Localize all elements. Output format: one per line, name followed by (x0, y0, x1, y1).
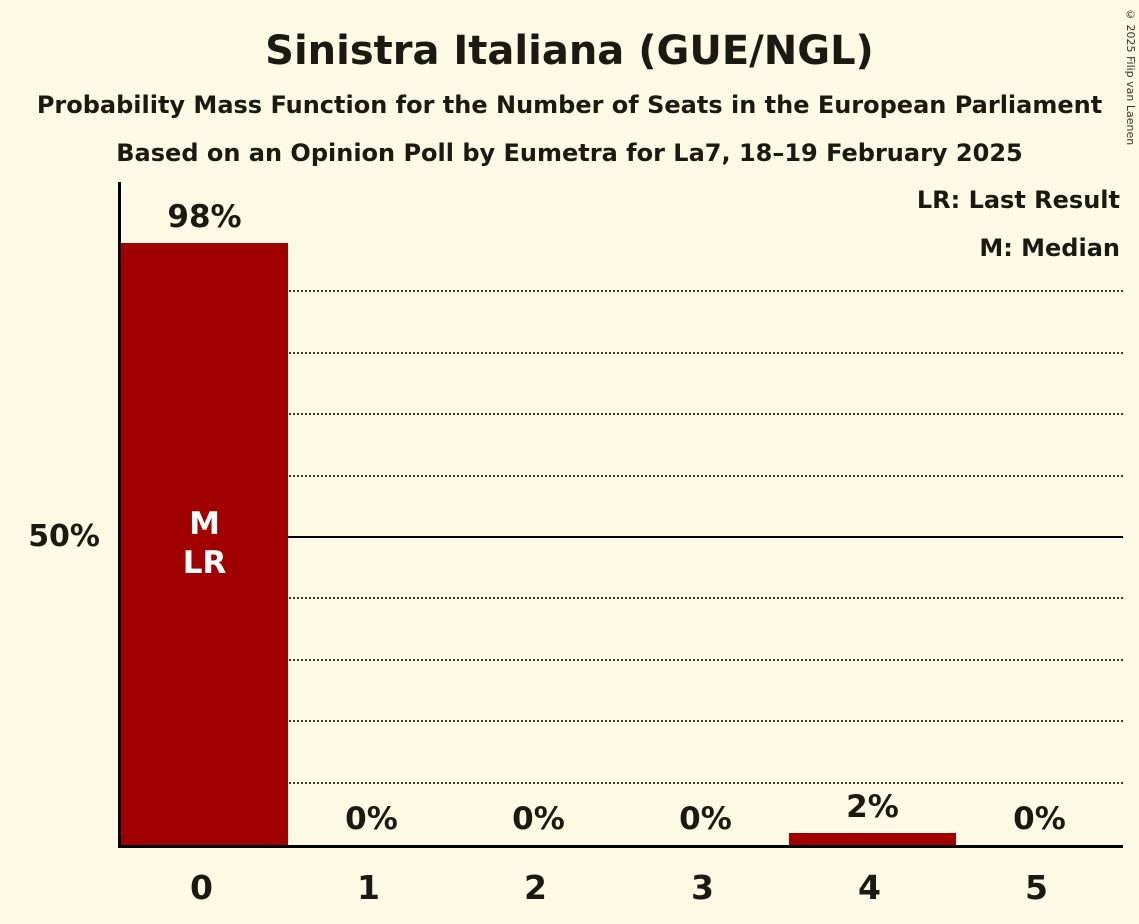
plot-area: 98% 0% 0% 0% 2% 0% M LR (118, 182, 1123, 848)
x-axis-label-seat-3: 3 (691, 868, 714, 907)
copyright-text: © 2025 Filip van Laenen (1124, 8, 1137, 146)
chart-title: Sinistra Italiana (GUE/NGL) (265, 28, 874, 74)
chart-subtitle-poll: Based on an Opinion Poll by Eumetra for … (116, 139, 1023, 167)
chart-subtitle-pmf: Probability Mass Function for the Number… (36, 91, 1103, 119)
y-axis-label-50: 50% (28, 519, 100, 554)
bar-value-label-seat-5: 0% (1013, 801, 1066, 837)
gridline-dotted-20 (121, 720, 1123, 723)
gridline-dotted-30 (121, 658, 1123, 661)
bar-value-label-seat-2: 0% (512, 801, 565, 837)
gridline-dotted-70 (121, 413, 1123, 416)
fifty-percent-line (121, 536, 1123, 538)
bar-value-label-seat-4: 2% (846, 789, 899, 825)
gridline-dotted-80 (121, 351, 1123, 354)
x-axis-labels: 0 1 2 3 4 5 (118, 868, 1120, 914)
bar-seat-0 (121, 243, 288, 845)
bar-value-label-seat-1: 0% (345, 801, 398, 837)
x-axis-label-seat-5: 5 (1025, 868, 1048, 907)
median-last-result-marker: M LR (182, 506, 227, 581)
bar-seat-4 (789, 833, 956, 845)
gridline-dotted-60 (121, 474, 1123, 477)
gridline-dotted-10 (121, 781, 1123, 784)
x-axis-label-seat-0: 0 (190, 868, 213, 907)
gridline-dotted-40 (121, 597, 1123, 600)
legend-median: M: Median (979, 234, 1120, 262)
x-axis-label-seat-2: 2 (524, 868, 547, 907)
bar-value-label-seat-3: 0% (679, 801, 732, 837)
bar-value-label-seat-0: 98% (167, 199, 242, 235)
x-axis-label-seat-4: 4 (858, 868, 881, 907)
gridline-dotted-90 (121, 290, 1123, 293)
legend-last-result: LR: Last Result (916, 186, 1120, 214)
x-axis-label-seat-1: 1 (357, 868, 380, 907)
